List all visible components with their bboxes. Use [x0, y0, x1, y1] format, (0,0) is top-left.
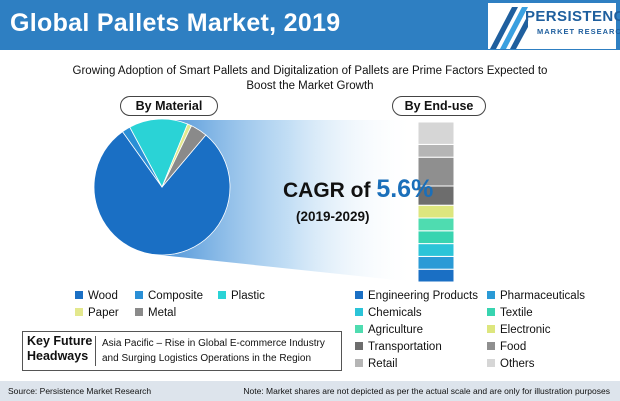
bar-segment-retail: [417, 143, 455, 158]
logo-wordmark: PERSISTENCE: [525, 8, 620, 25]
title-bar: Global Pallets Market, 2019 PERSISTENCE …: [0, 0, 620, 50]
material-legend-item-paper: Paper: [75, 307, 119, 320]
enduse-legend-item-textile: Textile: [487, 307, 533, 320]
key-future-label: Key Future Headways: [27, 334, 93, 363]
key-future-text: Asia Pacific – Rise in Global E-commerce…: [102, 338, 325, 364]
enduse-legend-item-electronic: Electronic: [487, 324, 551, 337]
legend-swatch: [355, 291, 363, 299]
bar-segment-engineering-products: [417, 268, 455, 283]
key-future-divider: [95, 336, 96, 366]
cagr-statement: CAGR of 5.6%: [283, 175, 433, 204]
legend-label: Engineering Products: [368, 290, 478, 302]
legend-swatch: [135, 308, 143, 316]
enduse-legend-item-food: Food: [487, 341, 526, 354]
pie-chart: [93, 118, 231, 256]
footer-source: Source: Persistence Market Research: [8, 386, 152, 396]
legend-label: Paper: [88, 307, 119, 319]
cagr-prefix: CAGR of: [283, 179, 377, 202]
subtitle: Growing Adoption of Smart Pallets and Di…: [20, 64, 600, 94]
pie-slice-metal: [161, 125, 207, 188]
subtitle-line-1: Growing Adoption of Smart Pallets and Di…: [72, 65, 548, 77]
bar-segment-pharmaceuticals: [417, 255, 455, 270]
bar-segment-others: [417, 121, 455, 145]
bar-segment-agriculture: [417, 217, 455, 232]
legend-label: Retail: [368, 358, 398, 370]
bar-segment-chemicals: [417, 243, 455, 257]
legend-label: Food: [500, 341, 527, 353]
legend-label: Transportation: [368, 341, 442, 353]
footer: Source: Persistence Market Research Note…: [0, 381, 620, 401]
legend-swatch: [487, 359, 495, 367]
legend-label: Electronic: [500, 324, 551, 336]
legend-label: Plastic: [231, 290, 265, 302]
bar-segment-electronic: [417, 204, 455, 219]
bar-segment-food: [417, 156, 455, 187]
pie-slice-plastic: [129, 118, 189, 188]
logo: PERSISTENCE MARKET RESEARCH: [488, 3, 620, 49]
legend-label: Composite: [148, 290, 203, 302]
page-title: Global Pallets Market, 2019: [10, 9, 341, 37]
stacked-bar-chart: [417, 121, 455, 283]
material-legend-item-metal: Metal: [135, 307, 176, 320]
material-legend-item-wood: Wood: [75, 290, 118, 303]
stacked-bar-title: By End-use: [392, 96, 486, 116]
logo-stripes-icon: [490, 7, 528, 49]
legend-label: Textile: [500, 307, 533, 319]
legend-label: Metal: [148, 307, 177, 319]
legend-swatch: [135, 291, 143, 299]
legend-label: Chemicals: [368, 307, 422, 319]
subtitle-line-2: Boost the Market Growth: [246, 80, 374, 92]
legend-swatch: [487, 308, 495, 316]
legend-swatch: [487, 342, 495, 350]
enduse-legend-item-retail: Retail: [355, 358, 397, 371]
legend-swatch: [355, 308, 363, 316]
bar-segment-textile: [417, 230, 455, 245]
key-future-headways-box: Key Future Headways Asia Pacific – Rise …: [22, 331, 342, 371]
cagr-period: (2019-2029): [296, 209, 370, 224]
footer-note: Note: Market shares are not depicted as …: [243, 386, 610, 396]
enduse-legend-item-pharmaceuticals: Pharmaceuticals: [487, 290, 585, 303]
legend-swatch: [487, 325, 495, 333]
legend-swatch: [218, 291, 226, 299]
enduse-legend-item-engineering-products: Engineering Products: [355, 290, 478, 303]
logo-tagline: MARKET RESEARCH: [537, 27, 620, 36]
legend-swatch: [355, 325, 363, 333]
enduse-legend-item-chemicals: Chemicals: [355, 307, 422, 320]
legend-swatch: [75, 291, 83, 299]
pie-chart-title: By Material: [120, 96, 218, 116]
enduse-legend-item-transportation: Transportation: [355, 341, 442, 354]
cagr-value: 5.6%: [376, 175, 434, 203]
enduse-legend-item-others: Others: [487, 358, 535, 371]
enduse-legend-item-agriculture: Agriculture: [355, 324, 423, 337]
pie-slice-wood: [93, 131, 231, 256]
legend-swatch: [75, 308, 83, 316]
legend-label: Wood: [88, 290, 118, 302]
legend-swatch: [487, 291, 495, 299]
legend-label: Agriculture: [368, 324, 423, 336]
material-legend-item-composite: Composite: [135, 290, 203, 303]
material-legend-item-plastic: Plastic: [218, 290, 265, 303]
legend-label: Others: [500, 358, 535, 370]
legend-swatch: [355, 359, 363, 367]
legend-swatch: [355, 342, 363, 350]
legend-label: Pharmaceuticals: [500, 290, 586, 302]
